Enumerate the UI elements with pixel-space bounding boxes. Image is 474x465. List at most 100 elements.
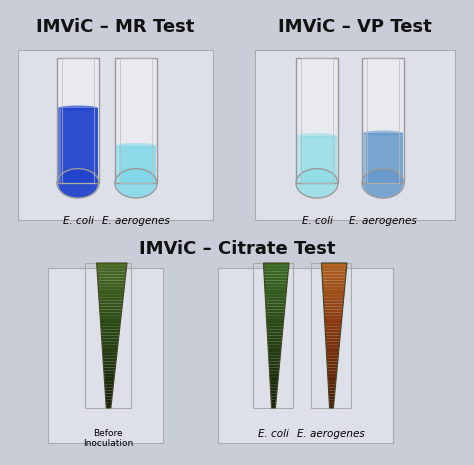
Polygon shape: [101, 339, 118, 341]
Polygon shape: [327, 365, 337, 367]
Polygon shape: [324, 312, 342, 315]
Polygon shape: [327, 353, 338, 356]
Bar: [57, 58, 99, 183]
Polygon shape: [105, 391, 113, 393]
Polygon shape: [323, 289, 345, 292]
Polygon shape: [264, 286, 287, 289]
Polygon shape: [324, 304, 343, 306]
Polygon shape: [271, 399, 276, 402]
Polygon shape: [106, 396, 112, 399]
Polygon shape: [101, 336, 119, 339]
Bar: [311, 263, 351, 408]
Polygon shape: [267, 332, 283, 336]
Polygon shape: [325, 332, 340, 336]
Polygon shape: [267, 327, 283, 330]
Polygon shape: [105, 388, 113, 391]
Polygon shape: [264, 280, 287, 283]
Polygon shape: [100, 324, 120, 327]
Polygon shape: [267, 330, 283, 332]
Polygon shape: [268, 339, 282, 341]
Polygon shape: [324, 309, 343, 312]
Polygon shape: [265, 292, 286, 295]
Polygon shape: [269, 356, 280, 359]
Bar: [48, 268, 163, 443]
Polygon shape: [264, 263, 289, 266]
Polygon shape: [98, 278, 126, 280]
Polygon shape: [103, 362, 116, 365]
Polygon shape: [328, 373, 337, 376]
Polygon shape: [264, 278, 288, 280]
Ellipse shape: [362, 169, 404, 198]
Bar: [362, 58, 404, 183]
Polygon shape: [100, 309, 122, 312]
Polygon shape: [322, 280, 346, 283]
Polygon shape: [325, 330, 341, 332]
Polygon shape: [102, 350, 117, 353]
Polygon shape: [328, 379, 336, 382]
Polygon shape: [327, 359, 338, 362]
Polygon shape: [326, 350, 339, 353]
Polygon shape: [272, 405, 276, 408]
Polygon shape: [97, 263, 127, 266]
Polygon shape: [325, 321, 342, 324]
Polygon shape: [329, 399, 334, 402]
Polygon shape: [98, 286, 124, 289]
Polygon shape: [326, 347, 339, 350]
Ellipse shape: [116, 169, 156, 198]
Polygon shape: [102, 344, 118, 347]
Polygon shape: [269, 365, 280, 367]
Ellipse shape: [363, 131, 403, 136]
Bar: [58, 108, 62, 183]
Polygon shape: [321, 266, 346, 269]
Polygon shape: [323, 286, 345, 289]
Polygon shape: [322, 272, 346, 275]
Polygon shape: [103, 365, 116, 367]
Ellipse shape: [363, 169, 403, 198]
Polygon shape: [325, 318, 342, 321]
Bar: [115, 58, 157, 183]
Polygon shape: [104, 379, 114, 382]
Polygon shape: [99, 295, 123, 298]
Polygon shape: [269, 367, 279, 370]
Polygon shape: [98, 283, 125, 286]
Ellipse shape: [58, 169, 98, 198]
Polygon shape: [265, 289, 287, 292]
Bar: [362, 58, 404, 183]
Bar: [116, 146, 156, 183]
Polygon shape: [268, 350, 281, 353]
Polygon shape: [102, 353, 117, 356]
Polygon shape: [328, 385, 336, 388]
Polygon shape: [271, 393, 277, 396]
Bar: [364, 133, 366, 183]
Polygon shape: [266, 304, 285, 306]
Polygon shape: [266, 309, 285, 312]
Ellipse shape: [297, 169, 337, 198]
Polygon shape: [105, 385, 113, 388]
Polygon shape: [324, 301, 344, 304]
Polygon shape: [100, 306, 122, 309]
Polygon shape: [269, 359, 280, 362]
Polygon shape: [271, 391, 277, 393]
Bar: [85, 263, 131, 408]
Polygon shape: [329, 405, 334, 408]
Polygon shape: [326, 341, 340, 344]
Polygon shape: [329, 393, 335, 396]
Text: E. coli: E. coli: [257, 429, 289, 439]
Polygon shape: [265, 298, 286, 301]
Polygon shape: [271, 388, 277, 391]
Bar: [296, 58, 338, 183]
Polygon shape: [322, 269, 346, 272]
Polygon shape: [327, 362, 338, 365]
Polygon shape: [101, 327, 120, 330]
Polygon shape: [268, 353, 281, 356]
Polygon shape: [97, 269, 127, 272]
Polygon shape: [268, 341, 282, 344]
Ellipse shape: [57, 169, 99, 198]
Polygon shape: [264, 283, 287, 286]
Polygon shape: [328, 391, 335, 393]
Bar: [301, 58, 333, 183]
Polygon shape: [271, 396, 276, 399]
Polygon shape: [266, 318, 284, 321]
Polygon shape: [324, 315, 342, 318]
Ellipse shape: [115, 169, 157, 198]
